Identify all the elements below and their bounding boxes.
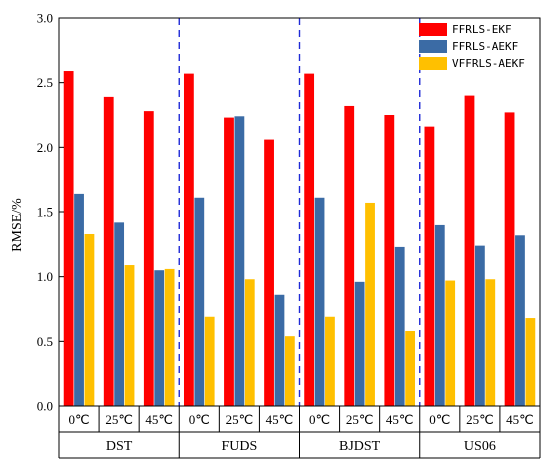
bar-vffrls-aekf-us06-1 xyxy=(485,279,496,406)
legend-swatch-vffrls-aekf xyxy=(419,57,447,70)
bar-ffrls-aekf-dst-1 xyxy=(114,222,125,406)
group-label-dst: DST xyxy=(106,439,133,454)
bar-ffrls-ekf-bjdst-2 xyxy=(384,115,395,406)
bar-ffrls-ekf-bjdst-0 xyxy=(304,73,315,407)
y-tick-label: 2.0 xyxy=(37,140,53,155)
x-tick-label: 0℃ xyxy=(429,412,450,427)
bar-vffrls-aekf-us06-2 xyxy=(525,318,536,406)
bar-ffrls-ekf-us06-2 xyxy=(504,112,515,406)
bar-ffrls-ekf-bjdst-1 xyxy=(344,105,355,406)
bar-ffrls-ekf-fuds-1 xyxy=(224,117,234,406)
x-tick-label: 0℃ xyxy=(309,412,330,427)
bar-vffrls-aekf-us06-0 xyxy=(445,280,456,406)
bar-ffrls-ekf-fuds-2 xyxy=(264,139,274,406)
x-tick-label: 45℃ xyxy=(145,412,173,427)
x-tick-label: 25℃ xyxy=(105,412,133,427)
bar-ffrls-ekf-dst-1 xyxy=(103,96,114,406)
x-tick-label: 45℃ xyxy=(386,412,414,427)
bar-ffrls-ekf-dst-2 xyxy=(143,111,154,407)
bar-ffrls-aekf-us06-0 xyxy=(434,224,445,406)
bar-ffrls-aekf-fuds-1 xyxy=(234,116,245,406)
x-tick-label: 0℃ xyxy=(68,412,89,427)
bar-ffrls-aekf-us06-1 xyxy=(474,245,485,406)
x-tick-label: 0℃ xyxy=(189,412,210,427)
legend-label-vffrls-aekf: VFFRLS-AEKF xyxy=(452,57,525,70)
bars xyxy=(63,71,536,407)
group-label-bjdst: BJDST xyxy=(339,439,381,454)
y-tick-label: 1.5 xyxy=(37,205,53,220)
bar-ffrls-aekf-fuds-2 xyxy=(274,294,285,406)
y-tick-label: 0.5 xyxy=(37,334,53,349)
x-tick-label: 25℃ xyxy=(346,412,374,427)
group-label-us06: US06 xyxy=(464,439,496,454)
bar-vffrls-aekf-bjdst-2 xyxy=(405,330,416,406)
bar-vffrls-aekf-fuds-0 xyxy=(204,316,215,406)
group-label-fuds: FUDS xyxy=(221,439,257,454)
bar-ffrls-ekf-fuds-0 xyxy=(183,73,194,407)
y-axis: 0.0 0.5 1.0 1.5 2.0 2.5 3.0 xyxy=(37,11,64,414)
bar-ffrls-aekf-bjdst-2 xyxy=(394,246,405,406)
bar-ffrls-aekf-bjdst-1 xyxy=(354,281,365,406)
bar-ffrls-aekf-dst-2 xyxy=(154,270,165,406)
bar-vffrls-aekf-fuds-2 xyxy=(284,336,295,406)
bar-ffrls-ekf-dst-0 xyxy=(63,71,74,406)
x-tick-label: 45℃ xyxy=(506,412,534,427)
x-tick-label: 25℃ xyxy=(226,412,254,427)
bar-ffrls-aekf-dst-0 xyxy=(74,193,84,406)
legend-swatch-ffrls-ekf xyxy=(419,23,447,36)
legend-label-ffrls-ekf: FFRLS-EKF xyxy=(452,23,512,36)
bar-vffrls-aekf-dst-2 xyxy=(164,268,175,406)
bar-vffrls-aekf-fuds-1 xyxy=(244,279,255,406)
group-separators xyxy=(178,18,421,406)
bar-vffrls-aekf-bjdst-1 xyxy=(365,202,375,406)
bar-vffrls-aekf-dst-0 xyxy=(84,233,95,406)
y-axis-title: RMSE/% xyxy=(10,198,25,252)
bar-ffrls-aekf-bjdst-0 xyxy=(314,197,325,406)
y-tick-label: 1.0 xyxy=(37,269,53,284)
bar-ffrls-aekf-us06-2 xyxy=(515,235,525,406)
legend-swatch-ffrls-aekf xyxy=(419,40,447,53)
bar-vffrls-aekf-bjdst-0 xyxy=(325,316,335,406)
legend: FFRLS-EKF FFRLS-AEKF VFFRLS-AEKF xyxy=(419,23,525,70)
x-tick-label: 45℃ xyxy=(266,412,294,427)
y-tick-label: 3.0 xyxy=(37,11,53,26)
bar-ffrls-aekf-fuds-0 xyxy=(194,197,205,406)
bar-ffrls-ekf-us06-1 xyxy=(464,95,475,406)
bar-vffrls-aekf-dst-1 xyxy=(124,265,135,406)
y-tick-label: 2.5 xyxy=(37,75,53,90)
y-tick-label: 0.0 xyxy=(37,399,53,414)
bar-ffrls-ekf-us06-0 xyxy=(424,126,435,406)
legend-label-ffrls-aekf: FFRLS-AEKF xyxy=(452,40,518,53)
x-tick-label: 25℃ xyxy=(466,412,494,427)
x-axis: 0℃ 25℃ 45℃ DST 0℃ 25℃ 45℃ FUDS 0℃ 25℃ 45℃ BJDST 0℃ 25… xyxy=(58,406,541,459)
